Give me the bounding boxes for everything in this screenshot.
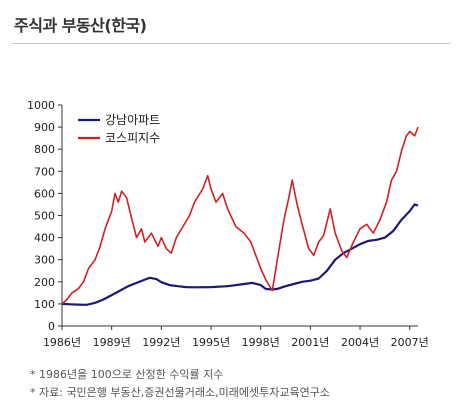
series-line-1 <box>61 203 419 306</box>
footnote-base-index: * 1986년을 100으로 산정한 수익률 지수 <box>30 368 224 381</box>
x-tick-label: 2007년 <box>391 336 429 349</box>
title-divider <box>12 43 450 44</box>
x-tick-label: 1989년 <box>93 336 131 349</box>
x-tick-label: 1995년 <box>192 336 230 349</box>
x-tick-label: 2004년 <box>341 336 379 349</box>
legend-label: 코스피지수 <box>105 131 160 145</box>
series-line-2 <box>61 126 419 305</box>
y-tick-label: 400 <box>34 232 55 245</box>
y-tick-label: 600 <box>34 187 55 200</box>
legend-label: 강남아파트 <box>105 113 160 127</box>
y-tick-label: 0 <box>48 320 55 333</box>
x-tick-label: 1998년 <box>242 336 280 349</box>
x-tick-label: 1986년 <box>43 336 81 349</box>
y-tick-label: 100 <box>34 298 55 311</box>
footnotes: * 1986년을 100으로 산정한 수익률 지수 * 자료: 국민은행 부동산… <box>30 366 330 402</box>
x-tick-label: 2001년 <box>291 336 329 349</box>
y-tick-label: 900 <box>34 121 55 134</box>
y-tick-label: 500 <box>34 210 55 223</box>
chart-title: 주식과 부동산(한국) <box>14 16 147 35</box>
y-tick-label: 700 <box>34 165 55 178</box>
y-tick-label: 800 <box>34 143 55 156</box>
footnote-source: * 자료: 국민은행 부동산,증권선물거래소,미래에셋투자교육연구소 <box>30 386 330 399</box>
x-tick-label: 1992년 <box>142 336 180 349</box>
y-tick-label: 200 <box>34 276 55 289</box>
y-tick-label: 1000 <box>27 99 55 112</box>
y-tick-label: 300 <box>34 254 55 267</box>
